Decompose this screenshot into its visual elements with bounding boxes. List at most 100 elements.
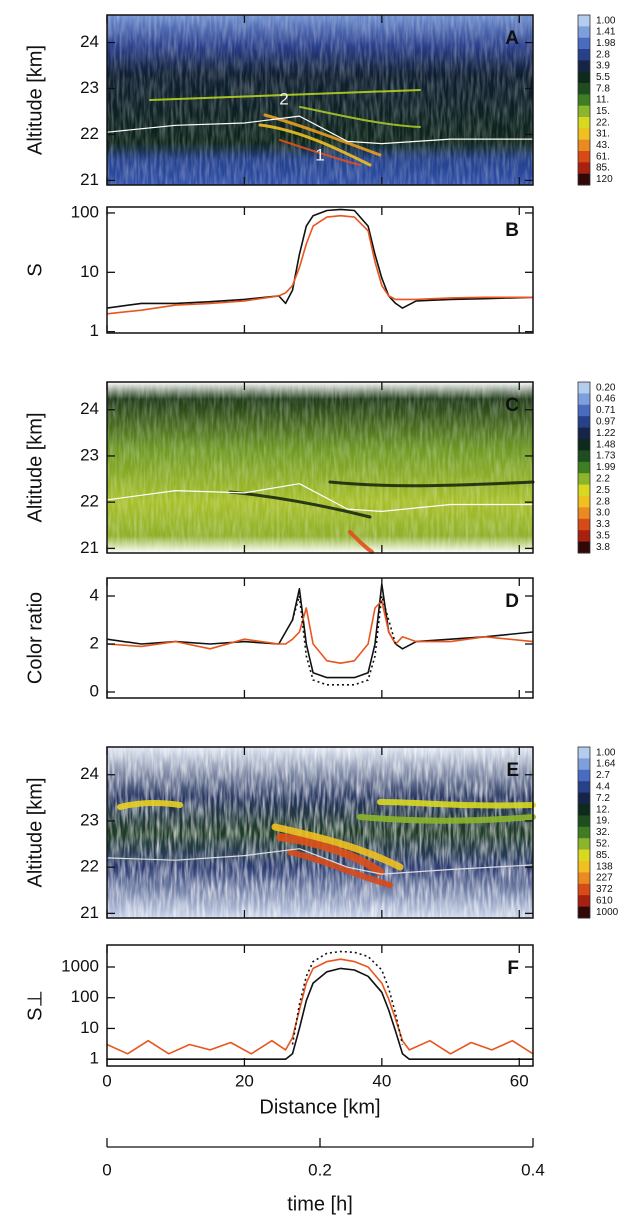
series-line (107, 967, 533, 1060)
colorbar-label: 1.99 (596, 462, 616, 473)
image-streak (258, 123, 372, 167)
colorbar-label: 3.0 (596, 508, 610, 519)
y-tick-label: 22 (80, 857, 99, 876)
series-line (107, 115, 533, 145)
colorbar-label: 372 (596, 884, 613, 895)
colorbar-cell (578, 861, 590, 873)
series-line (107, 583, 533, 679)
colorbar-cell (578, 26, 590, 39)
colorbar-cell (578, 758, 590, 771)
time-axis-label: time [h] (287, 1193, 353, 1215)
colorbar-label: 12. (596, 804, 610, 815)
colorbar-label: 1.00 (596, 15, 616, 26)
colorbar-cell (578, 815, 590, 828)
y-tick-label: 24 (80, 399, 99, 418)
image-streak (357, 814, 536, 824)
image-streak (149, 89, 421, 101)
colorbar-cell (578, 747, 590, 759)
image-streak (117, 799, 183, 810)
colorbar-cell (578, 895, 590, 908)
colorbar-label: 2.8 (596, 49, 610, 60)
colorbar-cell (578, 83, 590, 95)
panel-label: A (505, 28, 519, 49)
y-tick-label: 21 (80, 170, 99, 189)
plot-frame (106, 14, 534, 186)
colorbar-label: 2.7 (596, 770, 610, 781)
colorbar-cell (578, 439, 590, 451)
colorbar-cell (578, 541, 590, 554)
y-tick-label: 0 (90, 681, 99, 700)
colorbar-label: 2.2 (596, 474, 610, 485)
colorbar-cell (578, 382, 590, 394)
colorbar-label: 61. (596, 151, 610, 162)
colorbar-label: 85. (596, 163, 610, 174)
y-tick-label: 1000 (61, 956, 99, 975)
colorbar-frame (577, 14, 591, 186)
colorbar-cell (578, 37, 590, 50)
colorbar-cell (578, 173, 590, 186)
y-tick-label: 22 (80, 124, 99, 143)
colorbar-label: 2.8 (596, 496, 610, 507)
y-tick-label: 10 (80, 262, 99, 281)
colorbar-cell (578, 781, 590, 794)
colorbar-cell (578, 496, 590, 508)
colorbar-label: 1.48 (596, 439, 616, 450)
y-tick-label: 4 (90, 585, 99, 604)
colorbar-label: 3.3 (596, 519, 610, 530)
y-axis-label: Altitude [km] (24, 777, 46, 887)
colorbar-cell (578, 826, 590, 839)
colorbar-cell (578, 94, 590, 107)
colorbar-cell (578, 849, 590, 862)
colorbar-label: 0.71 (596, 405, 616, 416)
series-line (107, 958, 533, 1055)
x-tick-label: 0 (102, 1071, 111, 1090)
colorbar-label: 31. (596, 129, 610, 140)
colorbar-label: 3.5 (596, 531, 610, 542)
colorbar-cell (578, 416, 590, 429)
panel-label: E (506, 760, 519, 781)
colorbar-label: 1.64 (596, 759, 616, 770)
colorbar-cell (578, 518, 590, 531)
colorbar-cell (578, 15, 590, 27)
colorbar-label: 0.20 (596, 382, 616, 393)
colorbar-cell (578, 71, 590, 84)
colorbar-label: 5.5 (596, 72, 610, 83)
image-streak (271, 823, 404, 871)
colorbar-cell (578, 162, 590, 175)
image-texture (107, 382, 533, 553)
colorbar-cell (578, 151, 590, 163)
colorbar-label: 1000 (596, 907, 619, 918)
image-streak (328, 480, 535, 488)
time-tick-label: 0.4 (521, 1160, 545, 1179)
series-line (107, 208, 533, 309)
x-tick-label: 40 (372, 1071, 391, 1090)
colorbar-cell (578, 769, 590, 782)
colorbar-label: 1.00 (596, 747, 616, 758)
colorbar-cell (578, 450, 590, 463)
colorbar-cell (578, 128, 590, 141)
image-streak (276, 833, 384, 876)
y-tick-label: 23 (80, 445, 99, 464)
colorbar-label: 2.5 (596, 485, 610, 496)
colorbar-label: 3.9 (596, 61, 610, 72)
y-tick-label: 1 (90, 321, 99, 340)
series-line (107, 600, 533, 664)
image-streak (287, 849, 393, 888)
colorbar-cell (578, 139, 590, 152)
image-streak (377, 799, 536, 809)
plot-frame (106, 206, 534, 334)
image-texture (107, 747, 533, 918)
plot-frame (106, 944, 534, 1067)
colorbar-label: 32. (596, 827, 610, 838)
image-texture (107, 15, 533, 185)
y-axis-label: S⊥ (24, 990, 46, 1021)
y-tick-label: 2 (90, 633, 99, 652)
colorbar-cell (578, 530, 590, 543)
colorbar-label: 610 (596, 896, 613, 907)
annotation: 2 (279, 89, 288, 108)
plot-frame (106, 577, 534, 699)
y-tick-label: 24 (80, 764, 99, 783)
colorbar-label: 1.41 (596, 27, 616, 38)
image-streak (279, 139, 361, 166)
